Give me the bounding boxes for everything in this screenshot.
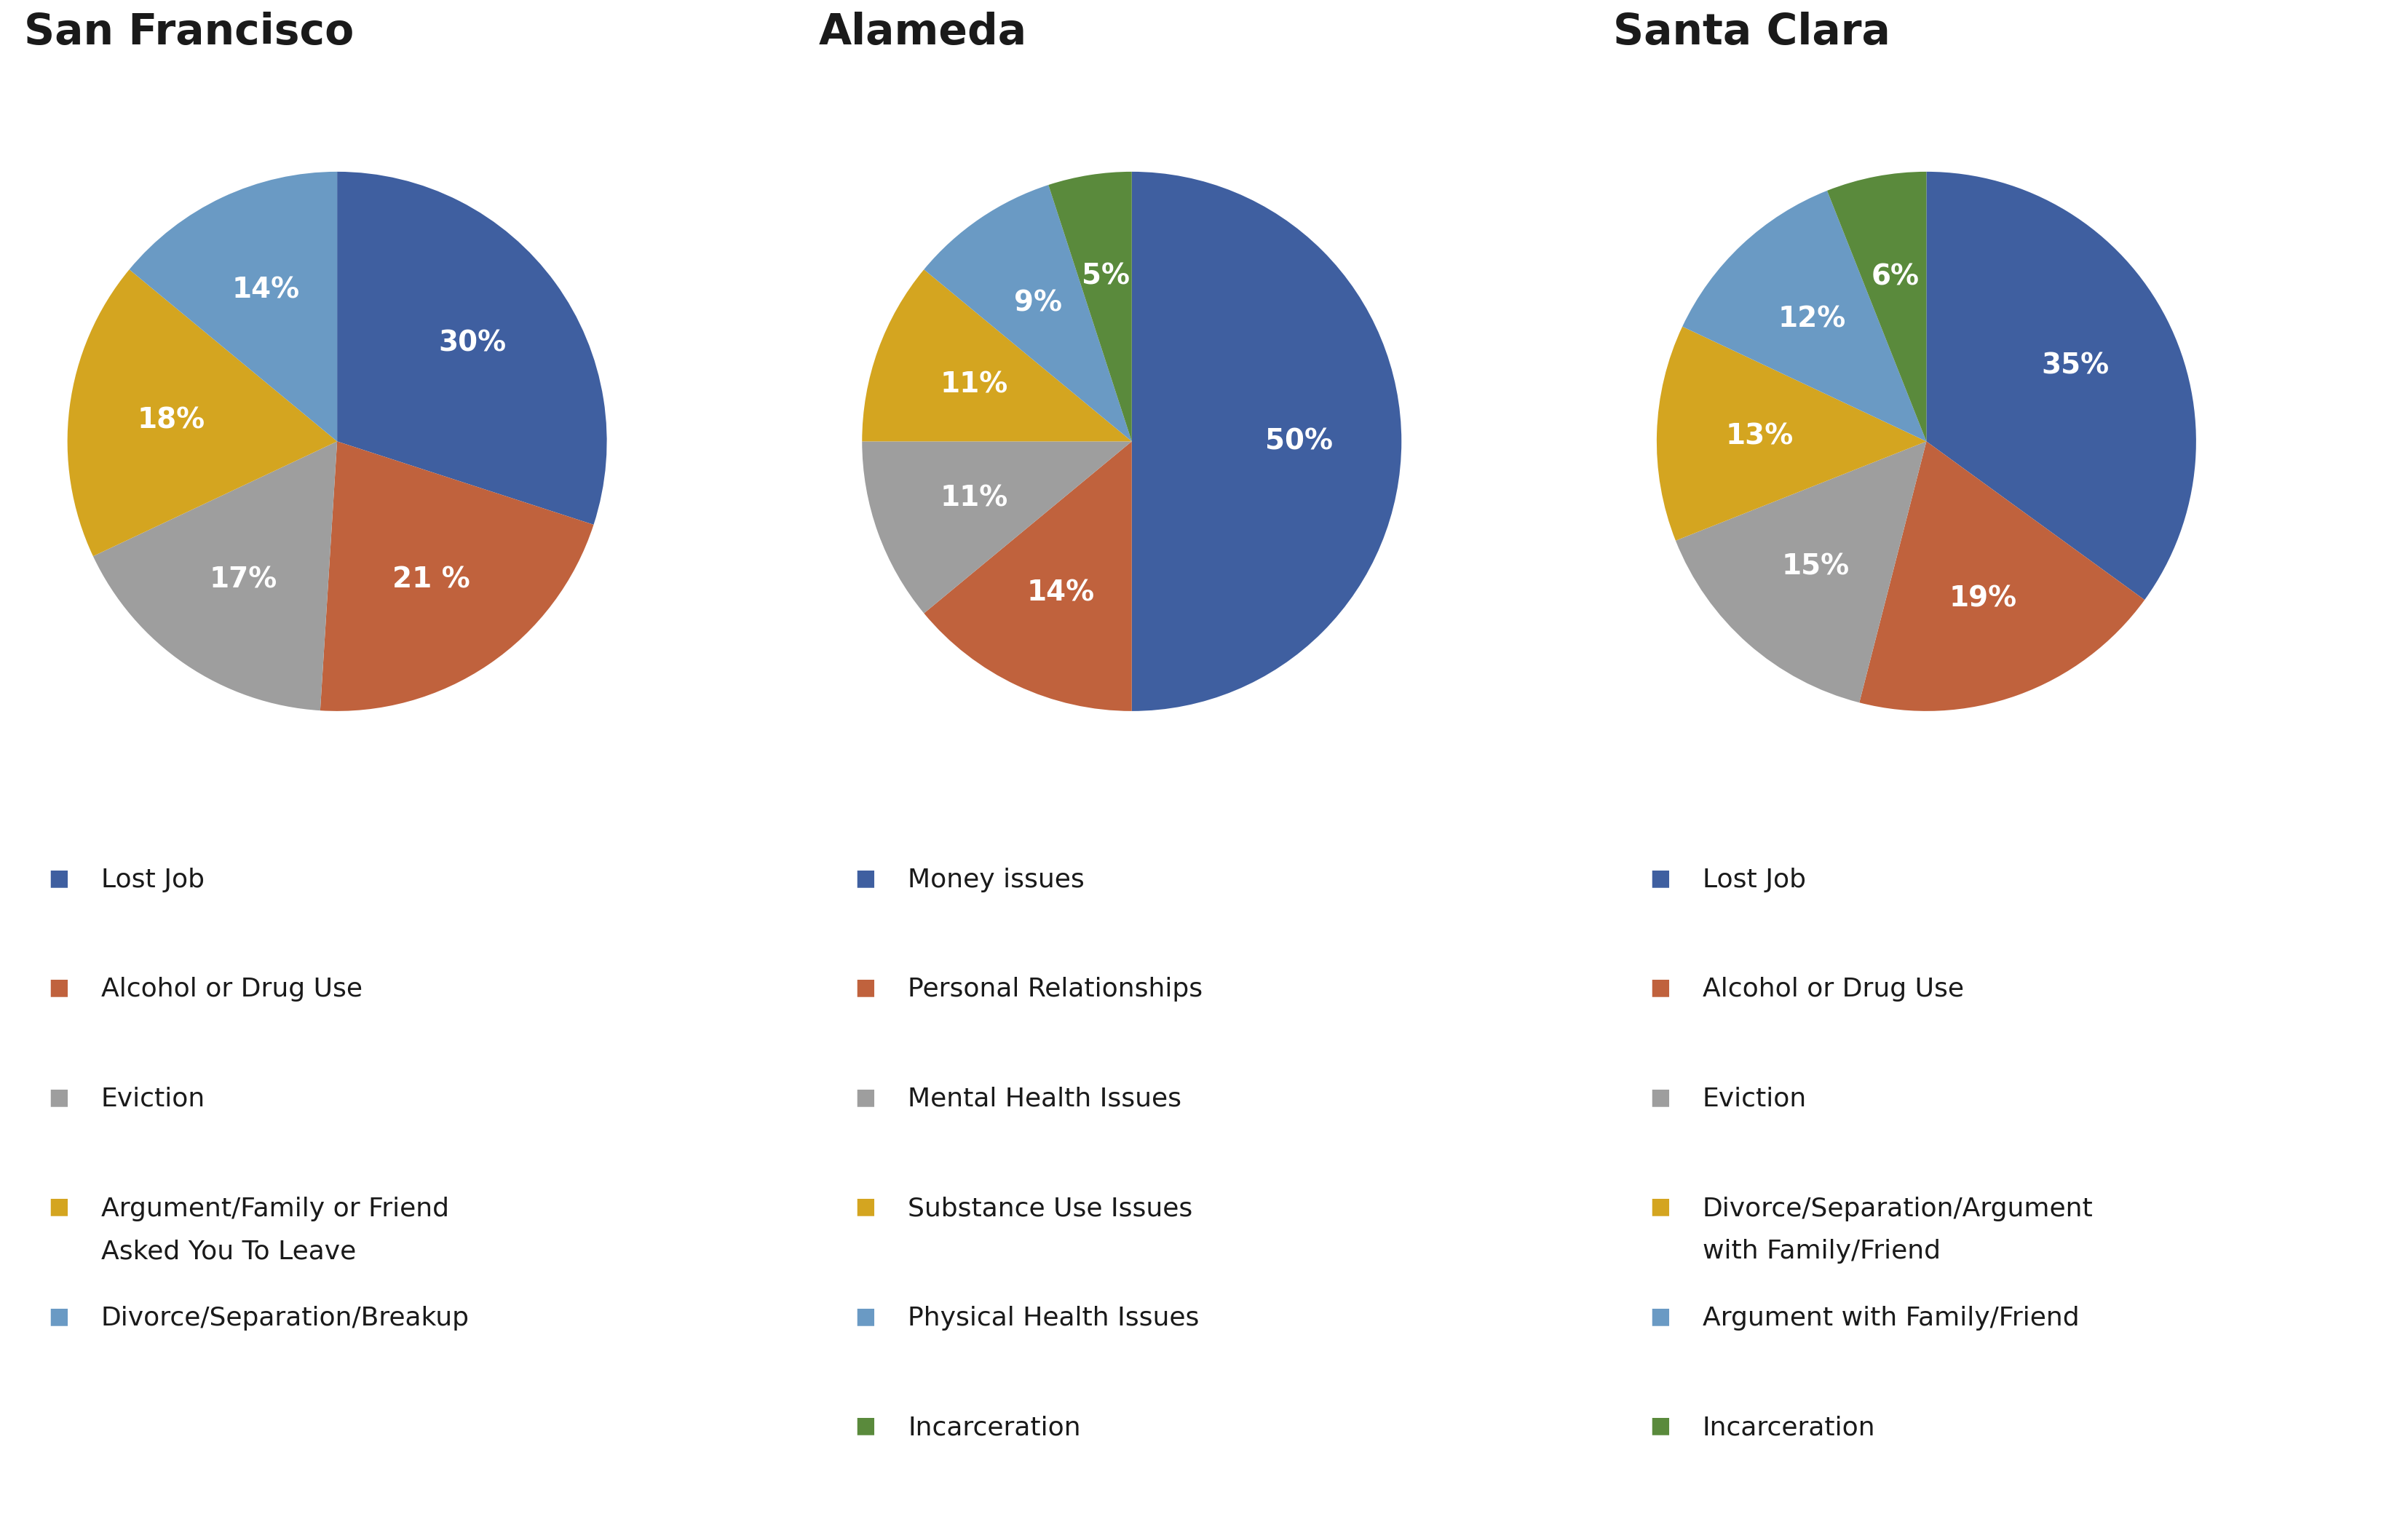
- Text: ■: ■: [855, 1415, 877, 1437]
- Text: ■: ■: [1649, 868, 1671, 889]
- Text: ■: ■: [48, 977, 70, 998]
- Text: ■: ■: [855, 868, 877, 889]
- Wedge shape: [94, 441, 337, 711]
- Text: 17%: 17%: [209, 566, 277, 594]
- Text: Argument with Family/Friend: Argument with Family/Friend: [1702, 1306, 2078, 1330]
- Text: 35%: 35%: [2042, 352, 2109, 379]
- Wedge shape: [862, 441, 1132, 613]
- Text: Divorce/Separation/Argument: Divorce/Separation/Argument: [1702, 1196, 2093, 1221]
- Text: Santa Clara: Santa Clara: [1613, 12, 1890, 53]
- Text: ■: ■: [855, 1196, 877, 1218]
- Text: ■: ■: [1649, 1196, 1671, 1218]
- Wedge shape: [1676, 441, 1926, 703]
- Text: Physical Health Issues: Physical Health Issues: [908, 1306, 1199, 1330]
- Text: 30%: 30%: [438, 329, 506, 358]
- Text: Substance Use Issues: Substance Use Issues: [908, 1196, 1192, 1221]
- Text: Eviction: Eviction: [1702, 1087, 1806, 1111]
- Wedge shape: [1828, 172, 1926, 441]
- Text: Asked You To Leave: Asked You To Leave: [101, 1239, 356, 1263]
- Text: Incarceration: Incarceration: [908, 1415, 1081, 1440]
- Text: Mental Health Issues: Mental Health Issues: [908, 1087, 1182, 1111]
- Text: ■: ■: [1649, 1087, 1671, 1108]
- Text: Alcohol or Drug Use: Alcohol or Drug Use: [1702, 977, 1965, 1001]
- Text: 14%: 14%: [1026, 578, 1096, 606]
- Wedge shape: [1926, 172, 2196, 600]
- Text: ■: ■: [48, 1196, 70, 1218]
- Text: Lost Job: Lost Job: [1702, 868, 1806, 892]
- Text: Alameda: Alameda: [819, 12, 1026, 53]
- Text: ■: ■: [855, 977, 877, 998]
- Text: 15%: 15%: [1782, 552, 1849, 580]
- Text: Personal Relationships: Personal Relationships: [908, 977, 1202, 1001]
- Text: 21 %: 21 %: [393, 566, 470, 594]
- Wedge shape: [130, 172, 337, 441]
- Wedge shape: [1047, 172, 1132, 441]
- Text: Money issues: Money issues: [908, 868, 1084, 892]
- Text: 19%: 19%: [1948, 584, 2018, 612]
- Text: 11%: 11%: [942, 484, 1009, 511]
- Wedge shape: [862, 269, 1132, 441]
- Text: 13%: 13%: [1724, 422, 1794, 451]
- Text: 9%: 9%: [1014, 289, 1062, 317]
- Wedge shape: [337, 172, 607, 525]
- Text: Incarceration: Incarceration: [1702, 1415, 1876, 1440]
- Wedge shape: [1859, 441, 2146, 711]
- Text: ■: ■: [855, 1087, 877, 1108]
- Wedge shape: [1657, 327, 1926, 540]
- Text: ■: ■: [1649, 977, 1671, 998]
- Text: ■: ■: [1649, 1306, 1671, 1327]
- Text: 18%: 18%: [137, 406, 205, 434]
- Text: 5%: 5%: [1081, 262, 1129, 291]
- Wedge shape: [925, 184, 1132, 441]
- Text: 12%: 12%: [1777, 306, 1847, 333]
- Text: Eviction: Eviction: [101, 1087, 205, 1111]
- Text: 14%: 14%: [231, 277, 301, 304]
- Text: San Francisco: San Francisco: [24, 12, 354, 53]
- Text: Divorce/Separation/Breakup: Divorce/Separation/Breakup: [101, 1306, 470, 1330]
- Text: Lost Job: Lost Job: [101, 868, 205, 892]
- Text: ■: ■: [48, 868, 70, 889]
- Text: 6%: 6%: [1871, 263, 1919, 291]
- Text: ■: ■: [1649, 1415, 1671, 1437]
- Text: 50%: 50%: [1264, 428, 1332, 455]
- Text: ■: ■: [48, 1306, 70, 1327]
- Wedge shape: [67, 269, 337, 556]
- Text: 11%: 11%: [942, 371, 1009, 399]
- Wedge shape: [925, 441, 1132, 711]
- Text: Argument/Family or Friend: Argument/Family or Friend: [101, 1196, 448, 1221]
- Text: with Family/Friend: with Family/Friend: [1702, 1239, 1941, 1263]
- Wedge shape: [1132, 172, 1401, 711]
- Wedge shape: [1683, 190, 1926, 441]
- Text: ■: ■: [48, 1087, 70, 1108]
- Text: Alcohol or Drug Use: Alcohol or Drug Use: [101, 977, 364, 1001]
- Wedge shape: [320, 441, 595, 711]
- Text: ■: ■: [855, 1306, 877, 1327]
